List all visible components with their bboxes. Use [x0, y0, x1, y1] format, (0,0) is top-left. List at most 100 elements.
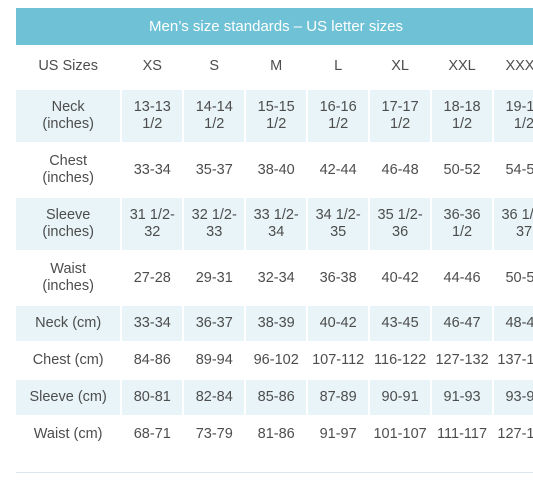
table-row: Chest (inches) 33-34 35-37 38-40 42-44 46-48 50… [16, 143, 533, 198]
cell-text: 27-28 [133, 269, 171, 286]
table-cell: 46-48 [369, 143, 433, 198]
table-cell: 31 1/2- 32 [121, 197, 185, 252]
cell-text: 33 1/2- [253, 207, 299, 223]
cell-text: 85-86 [257, 389, 295, 405]
size-table: US SizesXSSMLXLXXLXXXLNeck(inches)13-131… [16, 45, 533, 454]
cell-text: 36-36 [443, 207, 481, 223]
row-label-line: (inches) [42, 116, 94, 132]
cell-text: 14-14 [195, 99, 233, 115]
table-cell: 19-191/2 [493, 89, 533, 144]
table-cell: 127-132 [493, 416, 533, 454]
table-row: Sleeve (cm) 80-81 82-84 85-86 87-89 90-91 91-9… [16, 379, 533, 417]
cell-text: 32 [144, 224, 161, 240]
row-label-line: Waist (cm) [33, 426, 103, 442]
table-cell: 36-36 1/2 [431, 197, 495, 252]
table-cell: 54-56 [493, 143, 533, 198]
row-label-line: Chest [49, 153, 88, 169]
bottom-divider [16, 472, 533, 473]
cell-text: 73-79 [195, 426, 233, 442]
table-cell: 82-84 [183, 379, 247, 417]
cell-text: 40-42 [319, 315, 357, 331]
table-cell: 96-102 [245, 342, 309, 380]
table-cell: 68-71 [121, 416, 185, 454]
table-cell: 111-117 [431, 416, 495, 454]
cell-text: 36-37 [195, 315, 233, 331]
cell-text: 1/2 [204, 116, 225, 132]
row-label: Chest (inches) [16, 143, 123, 198]
cell-text: 127-132 [435, 352, 489, 368]
table-cell: 46-47 [431, 305, 495, 343]
table-cell: 80-81 [121, 379, 185, 417]
table-row: Chest (cm) 84-86 89-94 96-102 107-112 116-122… [16, 342, 533, 380]
table-cell: 36-38 [307, 251, 371, 306]
cell-text: 16-16 [319, 99, 357, 115]
table-cell: 32-34 [245, 251, 309, 306]
size-header-s: S [183, 45, 247, 90]
table-cell: 89-94 [183, 342, 247, 380]
cell-text: 29-31 [195, 269, 233, 286]
table-cell: 87-89 [307, 379, 371, 417]
table-cell: 90-91 [369, 379, 433, 417]
table-cell: 36-37 [183, 305, 247, 343]
cell-text: 44-46 [443, 269, 481, 286]
table-cell: 16-16 1/2 [307, 89, 371, 144]
row-label: Sleeve (cm) [16, 379, 123, 417]
table-cell: 13-13 1/2 [121, 89, 185, 144]
row-label-line: (inches) [42, 170, 94, 186]
table-cell: 35 1/2- 36 [369, 197, 433, 252]
table-cell: 29-31 [183, 251, 247, 306]
table-cell: 34 1/2- 35 [307, 197, 371, 252]
table-cell: 101-107 [369, 416, 433, 454]
table-cell: 127-132 [431, 342, 495, 380]
table-row: Waist (cm) 68-71 73-79 81-86 91-97 101-107 111… [16, 416, 533, 454]
cell-text: 35 [330, 224, 347, 240]
table-cell: 81-86 [245, 416, 309, 454]
cell-text: 31 1/2- [129, 207, 175, 223]
cell-text: 46-47 [443, 315, 481, 331]
table-cell: 33-34 [121, 143, 185, 198]
table-cell: 33 1/2- 34 [245, 197, 309, 252]
table-row: Waist (inches) 27-28 29-31 32-34 36-38 40-42 44… [16, 251, 533, 306]
cell-text: 81-86 [257, 426, 295, 442]
row-label: Neck (inches) [16, 89, 123, 144]
cell-text: 90-91 [381, 389, 419, 405]
row-label: Neck (cm) [16, 305, 123, 343]
table-cell: 14-14 1/2 [183, 89, 247, 144]
table-cell: 42-44 [307, 143, 371, 198]
cell-text: 89-94 [195, 352, 233, 368]
cell-text: 127-132 [497, 426, 533, 442]
cell-text: 18-18 [443, 99, 481, 115]
row-label-line: Sleeve (cm) [29, 389, 107, 405]
row-label: Waist (cm) [16, 416, 123, 454]
cell-text: 137-140 [497, 352, 533, 368]
cell-text: 34 [268, 224, 285, 240]
cell-text: 91-97 [319, 426, 357, 442]
cell-text: 48-49 [505, 315, 533, 331]
cell-text: 68-71 [133, 426, 171, 442]
table-cell: 107-112 [307, 342, 371, 380]
cell-text: 43-45 [381, 315, 419, 331]
cell-text: 42-44 [319, 161, 357, 178]
row-label-line: Sleeve [45, 207, 91, 223]
cell-text: 93-94 [505, 389, 533, 405]
table-cell: 91-97 [307, 416, 371, 454]
table-cell: 27-28 [121, 251, 185, 306]
cell-text: 19-19 [505, 99, 533, 115]
header-row: US SizesXSSMLXLXXLXXXL [16, 45, 533, 90]
cell-text: 84-86 [133, 352, 171, 368]
cell-text: 33-34 [133, 161, 171, 178]
cell-text: 80-81 [133, 389, 171, 405]
size-header-xl: XL [369, 45, 433, 90]
row-label-line: (inches) [42, 278, 94, 294]
cell-text: 36-38 [319, 269, 357, 286]
cell-text: 40-42 [381, 269, 419, 286]
cell-text: 96-102 [253, 352, 299, 368]
table-cell: 38-40 [245, 143, 309, 198]
row-label-line: (inches) [42, 224, 94, 240]
row-label: Sleeve (inches) [16, 197, 123, 252]
cell-text: 35-37 [195, 161, 233, 178]
table-cell: 38-39 [245, 305, 309, 343]
table-row: Neck (cm) 33-34 36-37 38-39 40-42 43-45 46-47 4… [16, 305, 533, 343]
cell-text: 116-122 [374, 352, 427, 368]
cell-text: 50-52 [443, 161, 481, 178]
